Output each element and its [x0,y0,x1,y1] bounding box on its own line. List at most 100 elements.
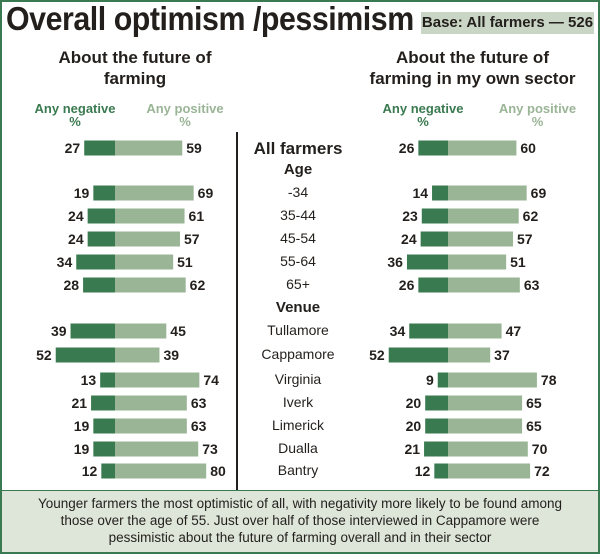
negative-value-label: 26 [399,277,415,293]
positive-bar [115,277,186,293]
positive-value-label: 51 [177,254,193,270]
positive-bar [448,372,537,388]
chart-title: Overall optimism /pessimism [6,0,414,37]
positive-value-label: 63 [191,395,207,411]
positive-value-label: 80 [210,463,226,479]
negative-value-label: 34 [390,323,406,339]
positive-value-label: 70 [532,441,548,457]
negative-value-label: 52 [369,347,385,363]
category-label: Bantry [277,462,319,478]
positive-value-label: 57 [184,231,200,247]
category-label: 55-64 [280,253,316,269]
negative-value-label: 13 [81,372,97,388]
negative-bar [434,463,448,479]
positive-bar [115,347,160,363]
negative-value-label: 24 [401,231,417,247]
left-legend-positive: Any positive % [135,102,235,128]
legend-label: Any positive [498,101,577,116]
legend-label: Any positive [146,101,224,116]
negative-value-label: 21 [71,395,87,411]
footer-caption: Younger farmers the most optimistic of a… [2,490,598,552]
footer-line-1: Younger farmers the most optimistic of a… [37,496,562,511]
negative-value-label: 39 [51,323,67,339]
positive-value-label: 57 [517,231,533,247]
negative-bar [93,418,115,434]
positive-value-label: 69 [198,185,214,201]
positive-bar [115,418,187,434]
negative-value-label: 20 [406,395,422,411]
positive-bar [448,208,519,224]
positive-value-label: 74 [203,372,219,388]
negative-bar [406,254,448,270]
category-label: Iverk [282,394,314,410]
category-label: Tullamore [267,322,329,338]
positive-bar [448,185,527,201]
positive-bar [115,372,200,388]
center-divider [236,132,238,492]
category-label: Dualla [278,440,318,456]
positive-bar [448,463,531,479]
right-legend-positive: Any positive % [485,102,590,128]
positive-value-label: 62 [190,277,206,293]
legend-unit: % [69,114,81,129]
positive-value-label: 39 [163,347,179,363]
legend-unit: % [531,114,544,129]
positive-bar [115,140,183,156]
negative-value-label: 14 [412,185,428,201]
positive-bar [448,254,507,270]
positive-value-label: 73 [202,441,218,457]
left-legend-negative: Any negative % [20,102,130,128]
negative-value-label: 28 [64,277,80,293]
negative-bar [91,395,115,411]
right-panel-title-line2: farming in my own sector [369,69,576,88]
right-legend-negative: Any negative % [368,102,478,128]
negative-bar [432,185,448,201]
positive-bar [115,395,187,411]
negative-bar [70,323,115,339]
negative-value-label: 36 [387,254,403,270]
category-label: Virginia [274,371,322,387]
negative-bar [101,463,115,479]
negative-value-label: 26 [399,140,415,156]
category-label: Cappamore [261,346,335,362]
positive-value-label: 72 [534,463,550,479]
positive-bar [448,418,523,434]
negative-value-label: 27 [65,140,81,156]
category-label: Limerick [271,417,325,433]
category-label: All farmers [253,139,343,158]
group-heading: Age [283,161,313,178]
positive-bar [448,231,513,247]
positive-bar [115,254,174,270]
positive-value-label: 59 [186,140,202,156]
negative-bar [87,231,115,247]
negative-value-label: 34 [57,254,73,270]
left-panel-title: About the future of farming [20,47,250,89]
positive-value-label: 60 [520,140,536,156]
negative-bar [93,185,115,201]
negative-bar [388,347,448,363]
legend-unit: % [417,114,429,129]
negative-bar [83,277,115,293]
negative-value-label: 20 [406,418,422,434]
negative-bar [421,208,448,224]
negative-bar [87,208,115,224]
positive-value-label: 63 [191,418,207,434]
positive-value-label: 65 [526,418,542,434]
positive-value-label: 65 [526,395,542,411]
negative-bar [93,441,115,457]
positive-value-label: 78 [541,372,557,388]
negative-bar [409,323,448,339]
positive-bar [448,395,523,411]
negative-bar [100,372,115,388]
legend-label: Any negative [382,101,464,116]
legend-label: Any negative [34,101,116,116]
negative-value-label: 24 [68,208,84,224]
positive-bar [448,140,517,156]
negative-bar [418,277,448,293]
negative-value-label: 19 [74,185,90,201]
positive-value-label: 62 [523,208,539,224]
positive-bar [448,323,502,339]
category-label: 65+ [286,276,310,292]
negative-bar [84,140,115,156]
